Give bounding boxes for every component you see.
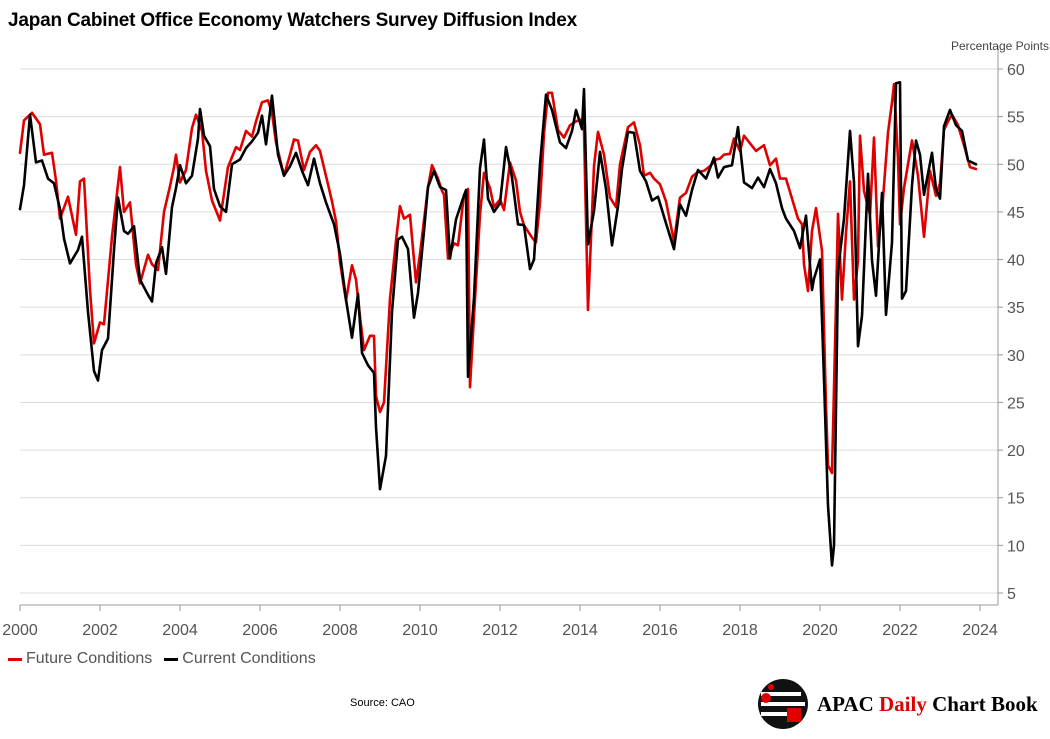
xtick-label-2020: 2020	[802, 622, 838, 639]
legend: Future Conditions Current Conditions	[8, 650, 316, 668]
xtick-label-2010: 2010	[402, 622, 438, 639]
axes	[19, 46, 1003, 611]
ytick-label-20: 20	[1007, 443, 1025, 460]
y-axis-title: Percentage Points	[951, 39, 1049, 53]
xtick-label-2000: 2000	[2, 622, 38, 639]
ytick-label-30: 30	[1007, 348, 1025, 365]
series-line-current-conditions	[18, 81, 978, 567]
legend-item-future: Future Conditions	[8, 650, 152, 668]
series-line-future-conditions	[18, 82, 978, 475]
xtick-label-2022: 2022	[882, 622, 918, 639]
brand-name: APAC Daily Chart Book	[817, 692, 1038, 717]
ytick-label-25: 25	[1007, 395, 1025, 412]
ytick-label-40: 40	[1007, 253, 1025, 270]
chart-title: Japan Cabinet Office Economy Watchers Su…	[8, 10, 578, 31]
ytick-label-60: 60	[1007, 62, 1025, 79]
xtick-label-2004: 2004	[162, 622, 198, 639]
xtick-label-2016: 2016	[642, 622, 678, 639]
brand-text-part1: APAC	[817, 691, 880, 716]
ytick-label-45: 45	[1007, 205, 1025, 222]
ytick-label-35: 35	[1007, 300, 1025, 317]
ytick-label-50: 50	[1007, 157, 1025, 174]
ytick-label-10: 10	[1007, 538, 1025, 555]
ytick-label-15: 15	[1007, 491, 1025, 508]
xtick-label-2002: 2002	[82, 622, 118, 639]
ytick-label-5: 5	[1007, 586, 1016, 603]
brand-text-part3: Chart Book	[926, 691, 1038, 716]
legend-swatch-future	[8, 657, 22, 661]
legend-label-current: Current Conditions	[182, 650, 316, 667]
xtick-label-2014: 2014	[562, 622, 598, 639]
xtick-label-2024: 2024	[962, 622, 998, 639]
series-lines	[18, 81, 978, 567]
ytick-label-55: 55	[1007, 110, 1025, 127]
xtick-label-2012: 2012	[482, 622, 518, 639]
source-note: Source: CAO	[350, 697, 415, 709]
legend-label-future: Future Conditions	[26, 650, 153, 667]
brand-emblem-icon	[758, 679, 808, 729]
brand-text-part2: Daily	[879, 691, 927, 716]
xtick-label-2018: 2018	[722, 622, 758, 639]
brand-logo: APAC Daily Chart Book	[757, 676, 1038, 732]
xtick-label-2006: 2006	[242, 622, 278, 639]
xtick-label-2008: 2008	[322, 622, 358, 639]
legend-swatch-current	[164, 657, 179, 661]
legend-item-current: Current Conditions	[164, 650, 316, 668]
axis-labels: 5 10 15 20 25 30 35 40 45 50 55 60 Percentage Points…	[2, 39, 1049, 639]
